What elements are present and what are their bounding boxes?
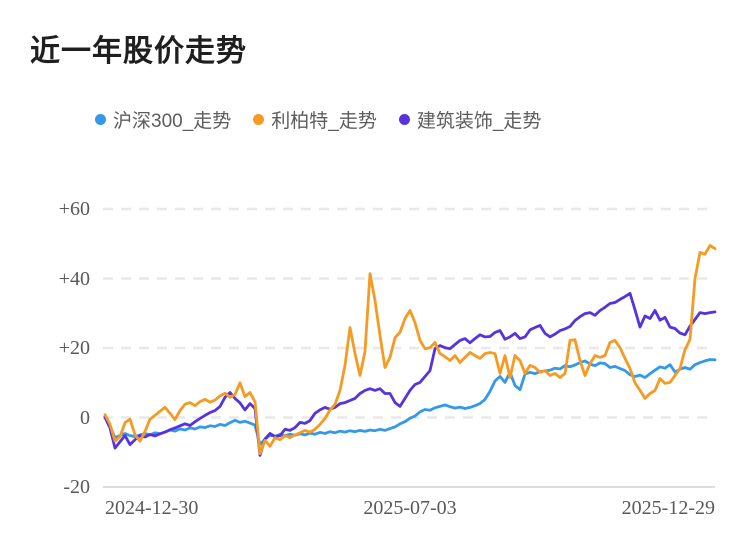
- legend-label-hs300: 沪深300_走势: [113, 111, 232, 132]
- x-tick-label: 2025-07-03: [363, 497, 457, 519]
- series-line-0: [103, 358, 717, 446]
- y-tick-label: +60: [58, 198, 90, 220]
- legend-label-decoration: 建筑装饰_走势: [416, 111, 542, 132]
- series-line-1: [103, 244, 717, 455]
- x-tick-label: 2024-12-30: [105, 497, 199, 519]
- chart-legend: 沪深300_走势 利柏特_走势 建筑装饰_走势: [95, 106, 541, 133]
- series-line-2: [103, 292, 717, 457]
- chart-title: 近一年股价走势: [30, 35, 247, 68]
- y-tick-label: +40: [58, 267, 90, 290]
- legend-item-hs300[interactable]: 沪深300_走势: [95, 106, 231, 133]
- y-tick-label: +20: [58, 337, 90, 359]
- legend-dot-libert-icon: [253, 114, 265, 125]
- legend-dot-decoration-icon: [398, 114, 410, 125]
- y-tick-label: 0: [80, 406, 90, 429]
- legend-item-decoration[interactable]: 建筑装饰_走势: [398, 106, 542, 133]
- y-tick-label: -20: [63, 476, 90, 498]
- legend-item-libert[interactable]: 利柏特_走势: [253, 106, 377, 133]
- legend-dot-hs300-icon: [95, 114, 106, 125]
- x-tick-label: 2025-12-29: [621, 497, 715, 519]
- legend-label-libert: 利柏特_走势: [271, 111, 377, 132]
